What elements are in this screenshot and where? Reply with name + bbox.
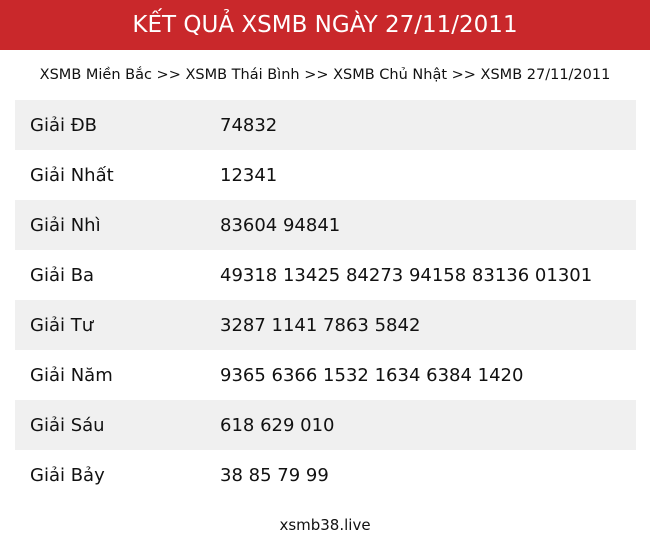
breadcrumb[interactable]: XSMB Miền Bắc >> XSMB Thái Bình >> XSMB … [39,67,611,83]
table-row: Giải Bảy 38 85 79 99 [15,450,636,500]
prize-label: Giải Sáu [30,414,105,436]
prize-value: 3287 1141 7863 5842 [220,314,421,336]
table-row: Giải Tư 3287 1141 7863 5842 [15,300,636,350]
table-row: Giải Sáu 618 629 010 [15,400,636,450]
prize-value: 74832 [220,114,278,136]
prize-value: 83604 94841 [220,214,341,236]
footer-site: xsmb38.live [279,516,371,534]
prize-label: Giải Tư [30,314,94,336]
table-row: Giải Nhất 12341 [15,150,636,200]
table-row: Giải Năm 9365 6366 1532 1634 6384 1420 [15,350,636,400]
prize-label: Giải Nhì [30,214,101,236]
table-row: Giải Ba 49318 13425 84273 94158 83136 013… [15,250,636,300]
prize-value: 49318 13425 84273 94158 83136 01301 [220,264,593,286]
prize-label: Giải Nhất [30,164,114,186]
prize-label: Giải Bảy [30,464,105,486]
page-title: KẾT QUẢ XSMB NGÀY 27/11/2011 [132,12,518,38]
table-row: Giải ĐB 74832 [15,100,636,150]
prize-value: 38 85 79 99 [220,464,329,486]
page-header: KẾT QUẢ XSMB NGÀY 27/11/2011 [0,0,650,50]
prize-label: Giải Năm [30,364,113,386]
prize-value: 12341 [220,164,278,186]
prize-value: 618 629 010 [220,414,335,436]
prize-label: Giải Ba [30,264,95,286]
results-table: Giải ĐB 74832 Giải Nhất 12341 Giải Nhì 83604 … [15,100,636,500]
prize-value: 9365 6366 1532 1634 6384 1420 [220,364,524,386]
table-row: Giải Nhì 83604 94841 [15,200,636,250]
prize-label: Giải ĐB [30,114,97,136]
